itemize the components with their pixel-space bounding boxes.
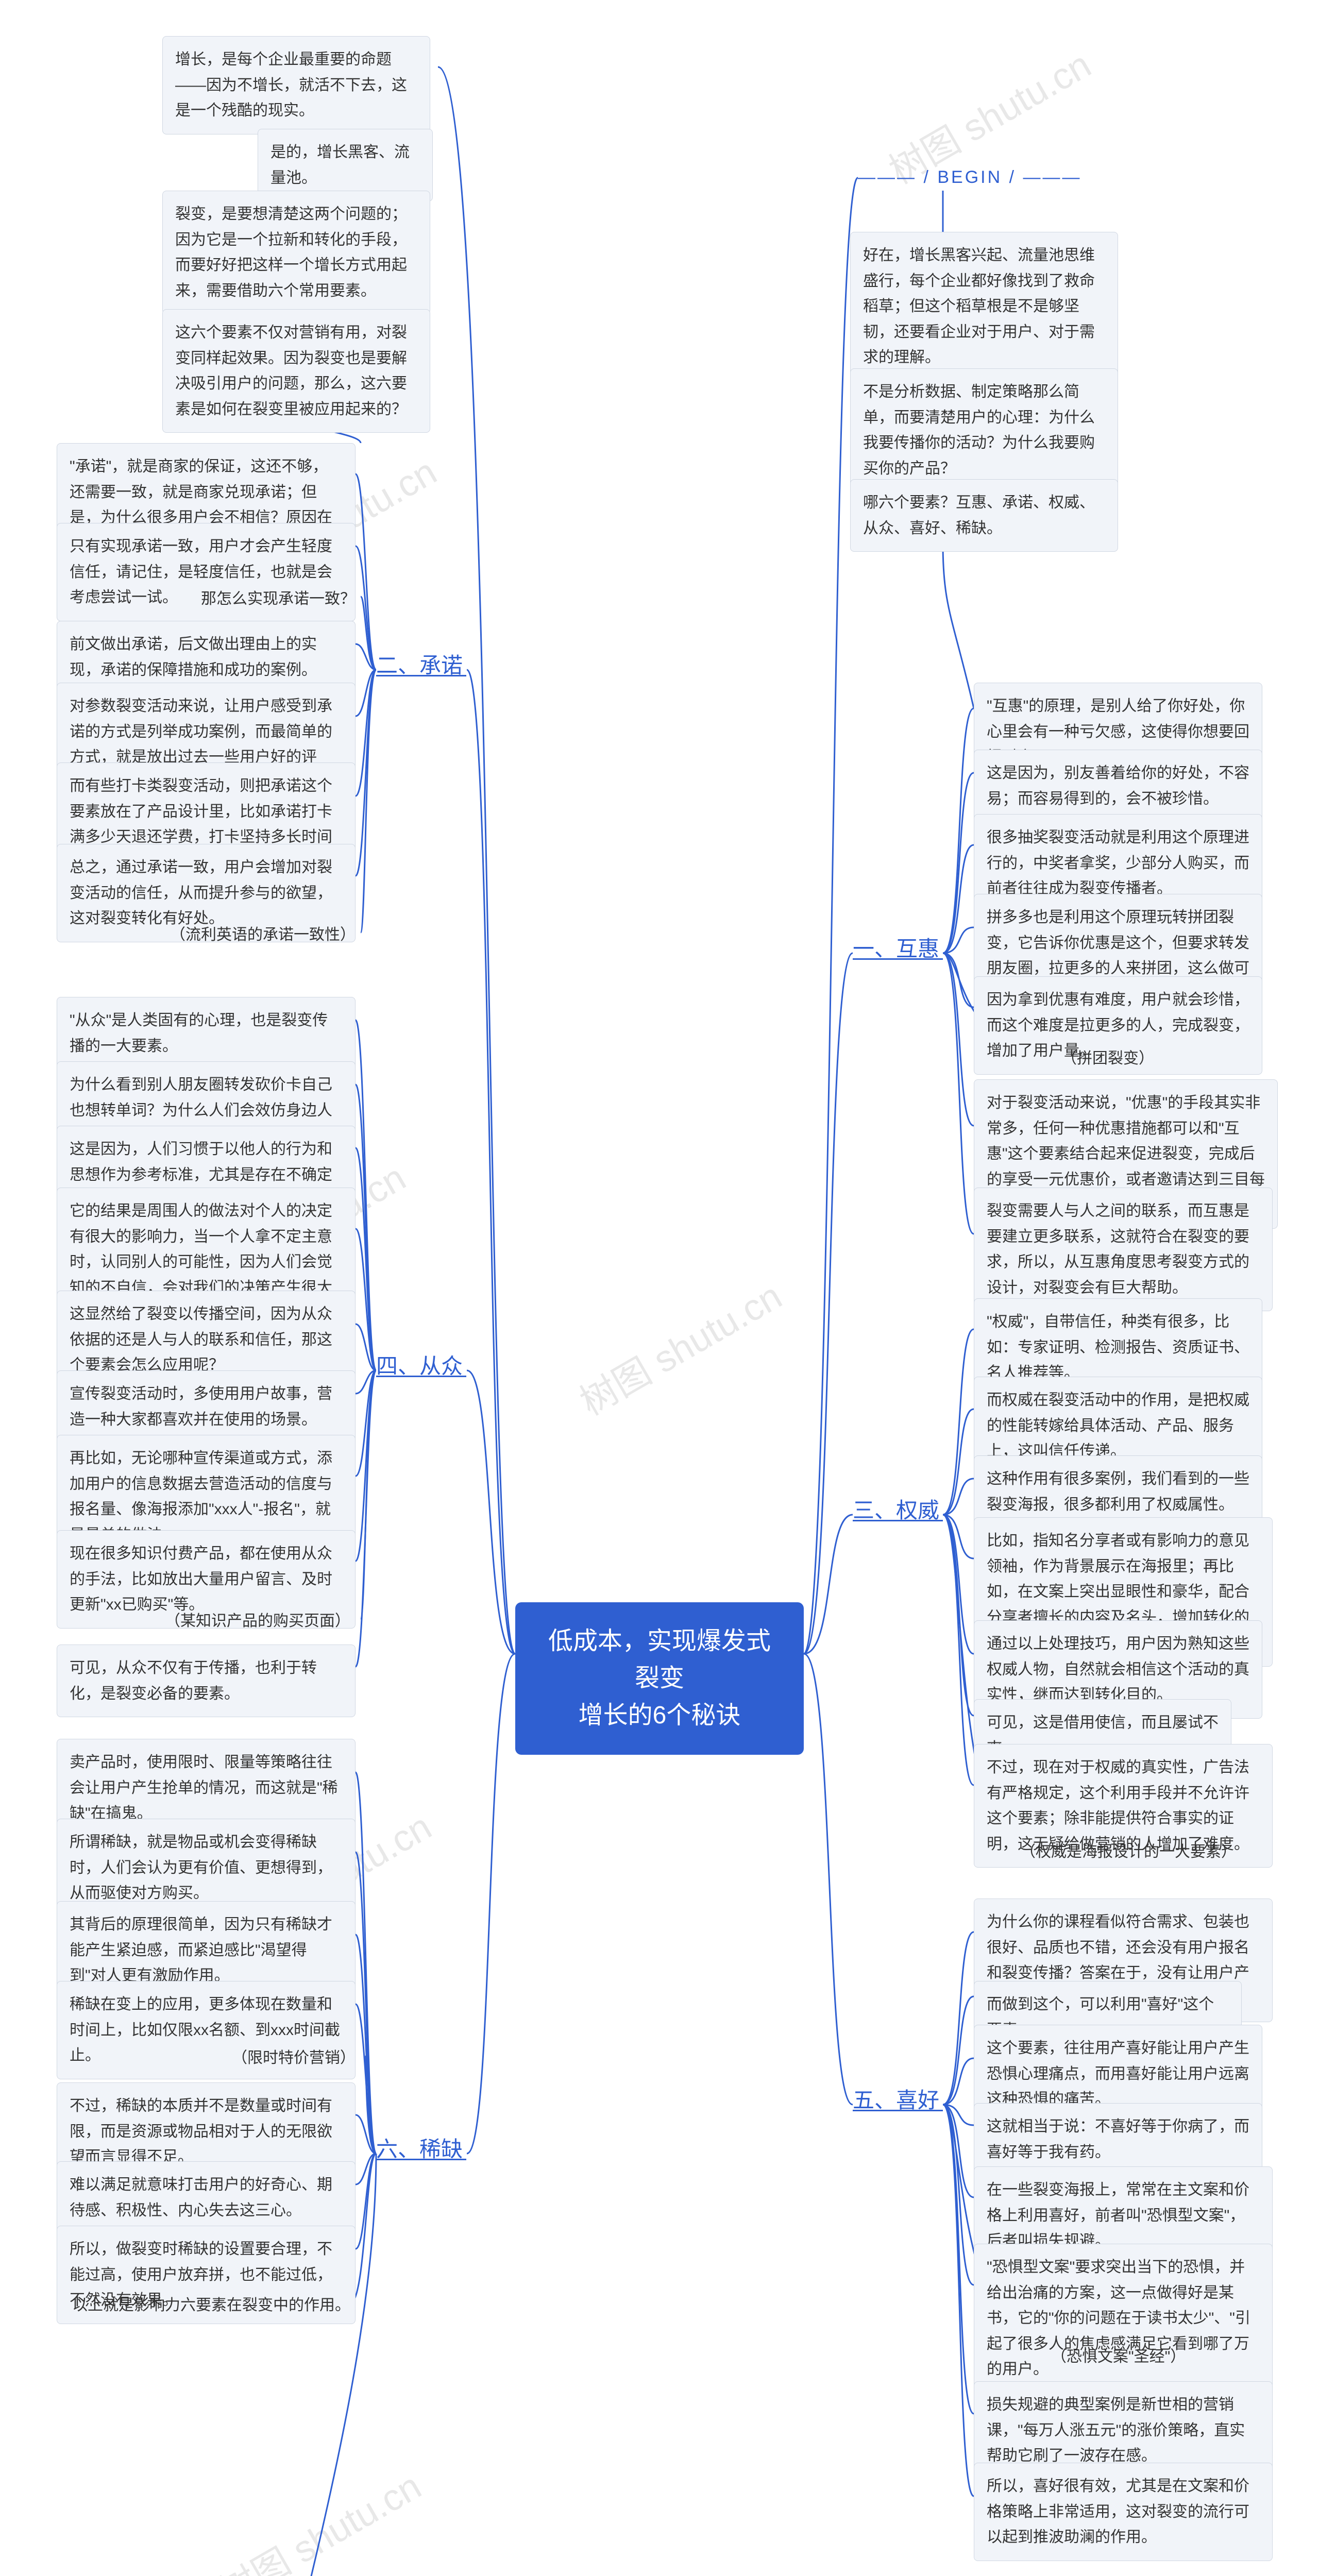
leaf-note: 可见，从众不仅有于传播，也利于转化，是裂变必备的要素。 (57, 1645, 356, 1717)
right-intro-note: 好在，增长黑客兴起、流量池思维盛行，每个企业都好像找到了救命稻草；但这个稻草根是… (850, 232, 1118, 381)
leaf-note: 这是因为，别友善着给你的好处，不容易；而容易得到的，会不被珍惜。 (974, 750, 1262, 822)
center-node: 低成本，实现爆发式裂变增长的6个秘诀 (515, 1602, 804, 1755)
leaf-note-plain: （拼团裂变） (1061, 1046, 1175, 1072)
leaf-note-plain: （恐惧文案"圣经"） (1051, 2344, 1206, 2370)
branch-label-4: 四、从众 (376, 1349, 463, 1380)
watermark: 树图 shutu.cn (208, 2456, 429, 2576)
begin-marker: ——— / BEGIN / ——— (858, 167, 1081, 188)
branch-label-3: 三、权威 (853, 1493, 939, 1524)
center-text: 低成本，实现爆发式裂变增长的6个秘诀 (548, 1628, 771, 1729)
branch-label-2: 二、承诺 (376, 648, 463, 680)
leaf-note: 裂变需要人与人之间的联系，而互惠是要建立更多联系，这就符合在裂变的要求，所以，从… (974, 1188, 1273, 1311)
leaf-note-plain: （限时特价营销） (232, 2045, 366, 2071)
branch-label-1: 一、互惠 (853, 931, 939, 963)
leaf-note-plain: （权威是海报设计的一大要素） (1020, 1839, 1247, 1865)
leaf-note: 宣传裂变活动时，多使用用户故事，营造一种大家都喜欢并在使用的场景。 (57, 1370, 356, 1443)
leaf-note-plain: （某知识产品的购买页面） (165, 1608, 361, 1634)
leaf-note-plain: （流利英语的承诺一致性） (170, 922, 361, 948)
leaf-note: 这就相当于说：不喜好等于你病了，而喜好等于我有药。 (974, 2103, 1262, 2176)
leaf-note: 难以满足就意味打击用户的好奇心、期待感、积极性、内心失去这三心。 (57, 2161, 356, 2234)
leaf-note: "恐惧型文案"要求突出当下的恐惧，并给出治痛的方案，这一点做得好是某书，它的"你… (974, 2244, 1273, 2393)
watermark: 树图 shutu.cn (568, 1266, 790, 1426)
right-intro-note: 哪六个要素？互惠、承诺、权威、从众、喜好、稀缺。 (850, 479, 1118, 552)
leaf-note: 所以，喜好很有效，尤其是在文案和价格策略上非常适用，这对裂变的流行可以起到推波助… (974, 2463, 1273, 2561)
branch-label-6: 六、稀缺 (376, 2132, 463, 2163)
intro-note: 这六个要素不仅对营销有用，对裂变同样起效果。因为裂变也是要解决吸引用户的问题，那… (162, 309, 430, 433)
intro-note: 增长，是每个企业最重要的命题——因为不增长，就活不下去，这是一个残酷的现实。 (162, 36, 430, 134)
right-intro-note: 不是分析数据、制定策略那么简单，而要清楚用户的心理：为什么我要传播你的活动？为什… (850, 368, 1118, 492)
leaf-note-plain: 那怎么实现承诺一致？ (201, 586, 361, 612)
branch-label-5: 五、喜好 (853, 2083, 939, 2114)
leaf-note: "从众"是人类固有的心理，也是裂变传播的一大要素。 (57, 997, 356, 1070)
intro-note: 裂变，是要想清楚这两个问题的；因为它是一个拉新和转化的手段，而要好好把这样一个增… (162, 191, 430, 314)
leaf-note-plain: 以上就是影响力六要素在裂变中的作用。 (72, 2293, 350, 2318)
